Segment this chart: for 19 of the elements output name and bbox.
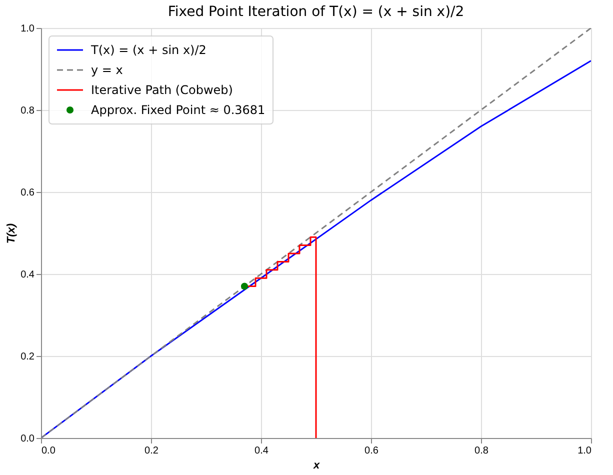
x-tick-label: 1.0 <box>578 446 592 456</box>
legend-label: Approx. Fixed Point ≈ 0.3681 <box>91 103 266 117</box>
x-tick-label: 0.8 <box>474 446 489 456</box>
x-tick-label: 0.6 <box>364 446 379 456</box>
legend-label: T(x) = (x + sin x)/2 <box>90 43 206 57</box>
y-tick-label: 0.8 <box>20 106 35 116</box>
x-tick-label: 0.2 <box>144 446 159 456</box>
legend-label: y = x <box>91 63 123 77</box>
y-tick-label: 1.0 <box>20 24 35 34</box>
x-axis-title: x <box>312 460 320 472</box>
y-tick-label: 0.6 <box>20 188 35 198</box>
y-axis-title: T(x) <box>6 223 18 244</box>
legend-label: Iterative Path (Cobweb) <box>91 83 233 97</box>
y-tick-label: 0.2 <box>20 352 35 362</box>
y-tick-label: 0.4 <box>20 270 35 280</box>
x-tick-label: 0.0 <box>42 446 56 456</box>
chart-title: Fixed Point Iteration of T(x) = (x + sin x)/2 <box>168 4 464 20</box>
x-tick-label: 0.4 <box>254 446 269 456</box>
y-tick-label: 0.0 <box>20 434 35 444</box>
